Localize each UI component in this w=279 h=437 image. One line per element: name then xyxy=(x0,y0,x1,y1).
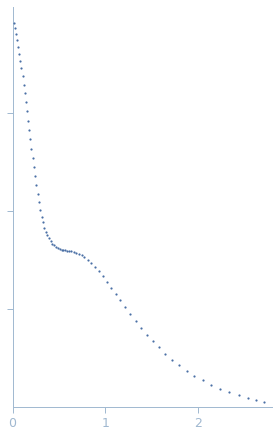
Point xyxy=(93,263,97,270)
Point xyxy=(45,232,49,239)
Point xyxy=(151,338,155,345)
Point xyxy=(82,254,86,261)
Point xyxy=(42,224,47,231)
Point xyxy=(218,385,222,392)
Point xyxy=(41,219,45,226)
Point xyxy=(61,246,66,253)
Point xyxy=(38,206,42,213)
Point xyxy=(16,43,20,50)
Point xyxy=(27,126,32,133)
Point xyxy=(209,381,213,388)
Point xyxy=(23,90,27,97)
Point xyxy=(123,303,127,310)
Point xyxy=(246,395,250,402)
Point xyxy=(69,248,74,255)
Point xyxy=(20,73,25,80)
Point xyxy=(32,164,36,171)
Point xyxy=(71,248,76,255)
Point xyxy=(54,243,58,250)
Point xyxy=(200,377,205,384)
Point xyxy=(39,213,44,220)
Point xyxy=(21,81,26,88)
Point xyxy=(50,240,55,247)
Point xyxy=(128,310,133,317)
Point xyxy=(37,199,41,206)
Point xyxy=(192,372,196,379)
Point xyxy=(236,392,241,399)
Point xyxy=(227,388,232,395)
Point xyxy=(14,31,18,38)
Point xyxy=(33,172,37,179)
Point xyxy=(29,145,34,152)
Point xyxy=(105,278,109,285)
Point xyxy=(57,245,62,252)
Point xyxy=(11,19,16,26)
Point xyxy=(85,256,90,263)
Point xyxy=(65,247,69,254)
Point xyxy=(261,399,266,406)
Point xyxy=(34,182,39,189)
Point xyxy=(157,344,161,351)
Point xyxy=(48,238,53,245)
Point xyxy=(134,317,138,324)
Point xyxy=(35,191,40,198)
Point xyxy=(52,242,56,249)
Point xyxy=(177,362,182,369)
Point xyxy=(30,155,35,162)
Point xyxy=(170,357,175,364)
Point xyxy=(56,244,60,251)
Point xyxy=(74,249,78,256)
Point xyxy=(139,324,144,331)
Point xyxy=(15,37,19,44)
Point xyxy=(17,50,21,57)
Point xyxy=(76,250,81,257)
Point xyxy=(28,136,33,143)
Point xyxy=(163,350,168,357)
Point xyxy=(67,248,71,255)
Point xyxy=(46,235,51,242)
Point xyxy=(26,117,30,124)
Point xyxy=(24,99,28,106)
Point xyxy=(25,108,29,114)
Point xyxy=(97,267,101,274)
Point xyxy=(145,331,149,338)
Point xyxy=(63,247,68,254)
Point xyxy=(184,368,189,375)
Point xyxy=(254,397,259,404)
Point xyxy=(18,58,23,65)
Point xyxy=(13,25,17,32)
Point xyxy=(59,246,64,253)
Point xyxy=(19,65,24,72)
Point xyxy=(89,259,93,266)
Point xyxy=(44,229,48,236)
Point xyxy=(118,297,123,304)
Point xyxy=(101,273,105,280)
Point xyxy=(79,252,84,259)
Point xyxy=(114,290,118,297)
Point xyxy=(109,284,114,291)
